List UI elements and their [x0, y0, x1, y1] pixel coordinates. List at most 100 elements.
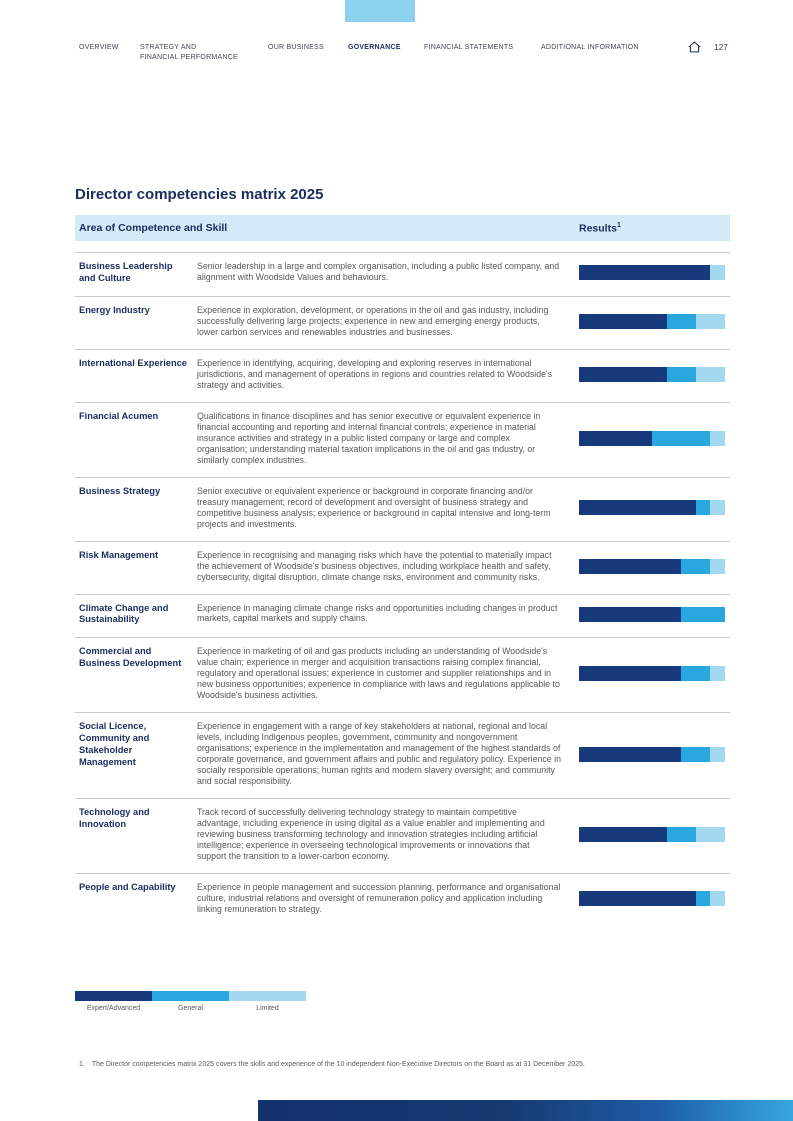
bar-segment	[710, 891, 725, 906]
bar-segment	[710, 666, 725, 682]
nav-item-overview[interactable]: OVERVIEW	[79, 44, 119, 51]
table-row: International Experience Experience in i…	[75, 348, 730, 402]
table-row: Technology and Innovation Track record o…	[75, 798, 730, 873]
bar-segment	[710, 265, 725, 281]
legend-swatch-general	[152, 991, 229, 1001]
competency-description: Experience in marketing of oil and gas p…	[197, 646, 560, 701]
competency-title: People and Capability	[79, 882, 176, 893]
results-bar	[579, 366, 725, 382]
nav-item-governance[interactable]: GOVERNANCE	[348, 44, 401, 51]
results-bar	[579, 313, 725, 329]
table-row: People and Capability Experience in peop…	[75, 873, 730, 926]
results-bar	[579, 500, 725, 516]
page-number: 127	[714, 43, 729, 52]
nav-item-our-business[interactable]: OUR BUSINESS	[268, 44, 324, 51]
results-bar	[579, 666, 725, 682]
bar-segment	[666, 827, 696, 843]
bar-segment	[710, 430, 725, 446]
bottom-decorative-bar	[258, 1100, 793, 1121]
main-content: Director competencies matrix 2025 Area o…	[75, 186, 730, 926]
table-row: Financial Acumen Qualifications in finan…	[75, 401, 730, 477]
bar-segment	[681, 606, 725, 622]
bar-segment	[579, 606, 682, 622]
results-bar	[579, 746, 725, 762]
bar-segment	[695, 891, 711, 906]
competency-title: Financial Acumen	[79, 410, 159, 421]
results-bar	[579, 606, 725, 622]
bar-segment	[579, 265, 711, 281]
competency-description: Experience in people management and succ…	[197, 882, 561, 914]
competency-title: Climate Change and Sustainability	[79, 602, 169, 625]
nav-item-financial-statements[interactable]: FINANCIAL STATEMENTS	[424, 44, 514, 51]
table-row: Social Licence, Community and Stakeholde…	[75, 712, 730, 798]
results-bar	[579, 891, 725, 906]
bar-segment	[579, 558, 682, 574]
competency-description: Experience in exploration, development, …	[197, 304, 549, 337]
competency-description: Experience in managing climate change ri…	[197, 602, 558, 624]
bar-segment	[666, 366, 696, 382]
table-row: Risk Management Experience in recognisin…	[75, 540, 730, 594]
bar-segment	[695, 366, 725, 382]
bar-segment	[710, 500, 725, 516]
legend-label: General	[178, 1005, 203, 1012]
bar-segment	[681, 666, 711, 682]
footnote: 1. The Director competencies matrix 2025 …	[79, 1060, 719, 1069]
competency-title: Business Strategy	[79, 485, 161, 496]
competency-description: Qualifications in finance disciplines an…	[197, 410, 541, 465]
nav-item-additional-information[interactable]: ADDITIONAL INFORMATION	[541, 44, 639, 51]
column-header-results: Results1	[579, 221, 621, 235]
competency-title: Technology and Innovation	[79, 807, 150, 829]
bar-segment	[666, 313, 696, 329]
competency-description: Senior executive or equivalent experienc…	[197, 485, 551, 529]
table-row: Climate Change and Sustainability Experi…	[75, 593, 730, 638]
results-bar	[579, 558, 725, 574]
bar-segment	[710, 558, 725, 574]
legend-item-general: General	[152, 991, 229, 1012]
table-row: Business Leadership and Culture Senior l…	[75, 252, 730, 296]
bar-segment	[695, 827, 725, 843]
bar-segment	[710, 746, 725, 762]
bar-segment	[579, 891, 696, 906]
bar-segment	[652, 430, 711, 446]
legend-label: Limited	[256, 1005, 279, 1012]
bar-segment	[579, 746, 682, 762]
legend-item-limited: Limited	[229, 991, 306, 1012]
competency-description: Senior leadership in a large and complex…	[197, 261, 560, 282]
competency-title: Social Licence, Community and Stakeholde…	[79, 721, 150, 767]
bar-segment	[681, 746, 711, 762]
home-icon[interactable]	[688, 41, 701, 53]
competency-description: Experience in identifying, acquiring, de…	[197, 357, 553, 390]
bar-segment	[681, 558, 711, 574]
bar-segment	[579, 430, 652, 446]
competency-title: Risk Management	[79, 549, 159, 560]
footnote-text: The Director competencies matrix 2025 co…	[91, 1061, 585, 1068]
results-bar	[579, 827, 725, 843]
nav-item-strategy-and-financial-performance[interactable]: STRATEGY AND FINANCIAL PERFORMANCE	[140, 44, 238, 62]
column-header-skill: Area of Competence and Skill	[79, 222, 228, 234]
bar-segment	[695, 500, 711, 516]
competency-title: Commercial and Business Development	[79, 646, 182, 669]
competency-description: Track record of successfully delivering …	[197, 807, 545, 862]
bar-segment	[579, 666, 682, 682]
competency-title: Business Leadership and Culture	[79, 261, 173, 283]
legend-swatch-limited	[229, 991, 306, 1001]
top-navigation: OVERVIEW STRATEGY AND FINANCIAL PERFORMA…	[0, 41, 793, 69]
table-row: Business Strategy Senior executive or eq…	[75, 476, 730, 541]
table-row: Commercial and Business Development Expe…	[75, 637, 730, 712]
legend-swatch-expert-advanced	[75, 991, 152, 1001]
legend-label: Expert/Advanced	[86, 1005, 141, 1012]
page-title: Director competencies matrix 2025	[75, 186, 324, 203]
bar-segment	[579, 366, 667, 382]
chart-legend: Expert/Advanced General Limited	[75, 991, 306, 1012]
competency-description: Experience in recognising and managing r…	[197, 549, 552, 582]
top-decorative-rectangle	[345, 0, 415, 22]
bar-segment	[579, 313, 667, 329]
table-row: Energy Industry Experience in exploratio…	[75, 295, 730, 349]
competency-description: Experience in engagement with a range of…	[197, 721, 561, 787]
legend-item-expert-advanced: Expert/Advanced	[75, 991, 152, 1012]
results-bar	[579, 265, 725, 281]
competency-title: Energy Industry	[79, 304, 150, 315]
footnote-marker: 1.	[79, 1061, 85, 1068]
bar-segment	[579, 500, 696, 516]
